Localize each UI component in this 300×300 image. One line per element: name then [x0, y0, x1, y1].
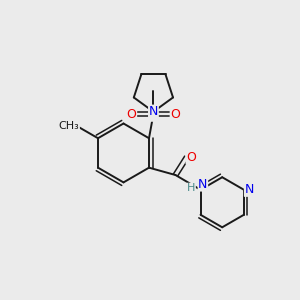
Text: O: O: [170, 108, 180, 121]
Text: N: N: [149, 105, 158, 118]
Text: N: N: [244, 183, 254, 196]
Text: H: H: [187, 183, 195, 193]
Text: N: N: [198, 178, 208, 191]
Text: O: O: [127, 108, 136, 121]
Text: O: O: [186, 151, 196, 164]
Text: CH₃: CH₃: [58, 121, 79, 131]
Text: S: S: [149, 107, 158, 121]
